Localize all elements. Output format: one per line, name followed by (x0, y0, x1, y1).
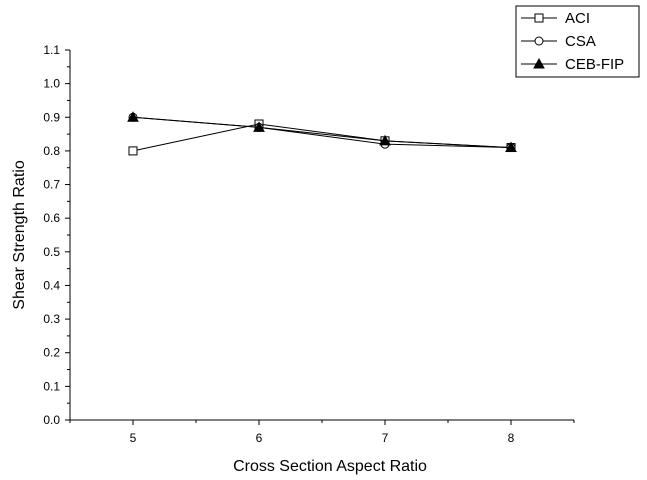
y-tick-label: 0.6 (43, 211, 60, 225)
series-aci (128, 119, 516, 156)
data-point (128, 146, 138, 156)
y-tick-label: 0.5 (43, 245, 60, 259)
data-point (127, 111, 139, 122)
legend-item: CSA (521, 33, 596, 50)
x-axis-ticks: 5 6 7 8 (69, 420, 575, 445)
data-point (379, 134, 391, 146)
x-tick-label: 6 (256, 431, 263, 445)
x-tick-label: 8 (508, 431, 515, 445)
y-tick-label: 0.9 (43, 110, 60, 124)
x-axis-title: Cross Section Aspect Ratio (233, 458, 427, 475)
y-tick-label: 0.4 (43, 278, 60, 292)
data-point (505, 141, 517, 153)
y-tick-label: 0.2 (43, 346, 60, 360)
legend-marker (534, 36, 544, 46)
legend: ACI CSA CEB-FIP (515, 5, 640, 78)
y-tick-label: 1.0 (43, 77, 60, 91)
x-tick-label: 7 (382, 431, 389, 445)
legend-item: CEB-FIP (521, 56, 624, 73)
y-tick-label: 0.8 (43, 144, 60, 158)
y-axis-title: Shear Strength Ratio (11, 160, 28, 310)
series-line (132, 123, 512, 152)
legend-label: CSA (565, 33, 596, 50)
y-tick-label: 0.7 (43, 178, 60, 192)
series-ceb-fip (127, 111, 517, 153)
y-tick-label: 0.1 (43, 379, 60, 393)
x-tick-label: 5 (130, 431, 137, 445)
series-line (132, 116, 512, 149)
data-point (253, 121, 265, 132)
y-tick-label: 1.1 (43, 43, 60, 57)
y-axis-ticks: 0.0 0.1 0.2 0.3 0.4 0.5 0.6 0.7 0.8 0.9 1.0 1.1 (43, 43, 70, 427)
axes (69, 50, 574, 421)
y-tick-label: 0.3 (43, 312, 60, 326)
legend-marker (534, 13, 544, 23)
legend-item: ACI (521, 10, 590, 27)
legend-label: CEB-FIP (565, 56, 624, 73)
series-layer (127, 111, 517, 156)
legend-label: ACI (565, 10, 590, 27)
legend-marker (533, 57, 545, 69)
y-tick-label: 0.0 (43, 413, 60, 427)
